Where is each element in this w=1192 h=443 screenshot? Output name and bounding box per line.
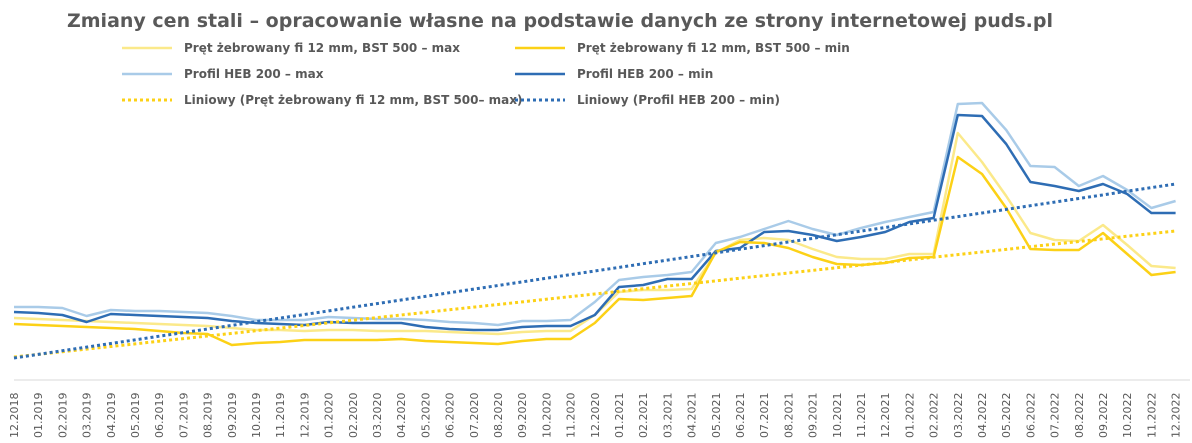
x-tick-label: 05.2019 (129, 393, 142, 439)
x-tick-label: 12.2018 (8, 393, 21, 439)
x-tick-label: 09.2021 (807, 393, 820, 439)
x-tick-label: 08.2019 (202, 393, 215, 439)
x-tick-label: 09.2019 (226, 393, 239, 439)
x-tick-label: 11.2019 (274, 393, 287, 439)
x-tick-label: 03.2020 (371, 393, 384, 439)
legend-label: Liniowy (Pręt żebrowany fi 12 mm, BST 50… (184, 93, 523, 107)
x-tick-label: 08.2020 (492, 393, 505, 439)
x-tick-label: 02.2022 (928, 393, 941, 439)
x-tick-label: 03.2021 (661, 393, 674, 439)
x-tick-label: 12.2020 (589, 393, 602, 439)
x-tick-label: 09.2020 (516, 393, 529, 439)
x-tick-label: 06.2022 (1024, 393, 1037, 439)
legend-label: Pręt żebrowany fi 12 mm, BST 500 – min (577, 41, 850, 55)
x-tick-label: 07.2022 (1049, 393, 1062, 439)
x-tick-label: 06.2021 (734, 393, 747, 439)
x-tick-label: 01.2022 (903, 393, 916, 439)
x-tick-label: 04.2021 (686, 393, 699, 439)
x-tick-label: 02.2019 (56, 393, 69, 439)
series-line (13, 155, 1176, 347)
x-tick-label: 07.2019 (177, 393, 190, 439)
trend-line (13, 182, 1176, 360)
x-tick-label: 08.2022 (1073, 393, 1086, 439)
x-tick-label: 02.2021 (637, 393, 650, 439)
x-tick-label: 02.2020 (347, 393, 360, 439)
x-tick-label: 10.2020 (540, 393, 553, 439)
x-tick-label: 01.2021 (613, 393, 626, 439)
legend-label: Profil HEB 200 – min (577, 67, 713, 81)
x-tick-label: 01.2019 (32, 393, 45, 439)
x-tick-label: 08.2021 (782, 393, 795, 439)
x-tick-label: 10.2021 (831, 393, 844, 439)
x-tick-label: 04.2020 (395, 393, 408, 439)
x-tick-label: 03.2019 (81, 393, 94, 439)
x-tick-label: 05.2021 (710, 393, 723, 439)
x-tick-label: 12.2021 (879, 393, 892, 439)
x-tick-label: 10.2019 (250, 393, 263, 439)
x-tick-label: 04.2019 (105, 393, 118, 439)
x-tick-label: 11.2020 (565, 393, 578, 439)
x-tick-label: 12.2022 (1170, 393, 1183, 439)
x-tick-label: 10.2022 (1121, 393, 1134, 439)
legend-label: Pręt żebrowany fi 12 mm, BST 500 – max (184, 41, 460, 55)
legend-label: Liniowy (Profil HEB 200 – min) (577, 93, 780, 107)
chart-title: Zmiany cen stali – opracowanie własne na… (67, 10, 1053, 32)
x-tick-label: 01.2020 (323, 393, 336, 439)
x-tick-label: 03.2022 (952, 393, 965, 439)
series-line (13, 131, 1176, 336)
x-tick-label: 05.2022 (1000, 393, 1013, 439)
trend-line (13, 229, 1176, 359)
x-tick-label: 06.2020 (444, 393, 457, 439)
x-tick-label: 06.2019 (153, 393, 166, 439)
series-line (13, 113, 1176, 332)
x-tick-label: 12.2019 (298, 393, 311, 439)
x-tick-label: 09.2022 (1097, 393, 1110, 439)
x-tick-label: 05.2020 (419, 393, 432, 439)
legend-label: Profil HEB 200 – max (184, 67, 324, 81)
x-tick-label: 07.2020 (468, 393, 481, 439)
x-tick-label: 04.2022 (976, 393, 989, 439)
x-tick-label: 11.2022 (1145, 393, 1158, 439)
x-tick-label: 11.2021 (855, 393, 868, 439)
series-line (14, 101, 1176, 327)
x-tick-label: 07.2021 (758, 393, 771, 439)
